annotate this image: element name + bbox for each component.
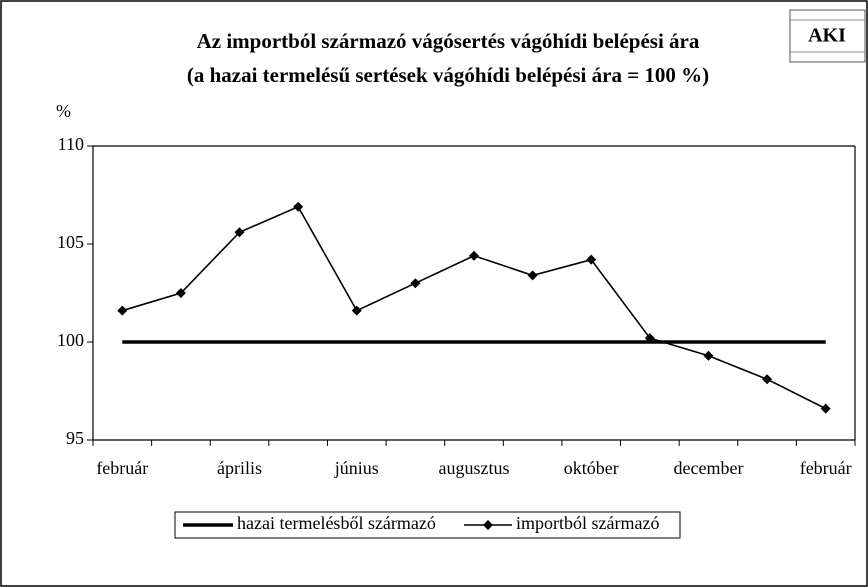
y-tick-label: 95 <box>66 428 84 448</box>
marker <box>351 305 362 316</box>
marker <box>586 254 597 265</box>
marker <box>644 333 655 344</box>
x-tick-label: augusztus <box>439 458 510 478</box>
y-axis-label: % <box>56 101 71 121</box>
x-tick-label: december <box>673 458 743 478</box>
logo-text: AKI <box>808 25 846 47</box>
legend-box <box>174 511 681 539</box>
y-tick-label: 110 <box>58 134 84 154</box>
x-tick-label: október <box>564 458 619 478</box>
marker <box>703 350 714 361</box>
marker <box>175 288 186 298</box>
x-tick-label: február <box>96 458 148 478</box>
x-tick-label: április <box>217 458 262 478</box>
legend-label: hazai termelésből származó <box>237 513 436 533</box>
marker <box>410 278 421 289</box>
marker <box>293 201 304 212</box>
marker <box>469 250 479 261</box>
y-tick-label: 105 <box>57 232 84 252</box>
chart-title: Az importból származó vágósertés vágóhíd… <box>197 29 700 53</box>
marker <box>117 305 128 316</box>
marker <box>234 227 245 238</box>
marker <box>820 403 831 414</box>
legend-label: importból származó <box>516 513 659 533</box>
marker <box>527 270 538 281</box>
x-tick-label: február <box>800 458 852 478</box>
legend-marker <box>483 520 493 530</box>
chart-subtitle: (a hazai termelésű sertések vágóhídi bel… <box>187 63 709 87</box>
x-tick-label: június <box>334 458 379 478</box>
logo: AKI <box>789 9 866 63</box>
y-tick-label: 100 <box>57 330 84 350</box>
marker <box>762 374 773 385</box>
